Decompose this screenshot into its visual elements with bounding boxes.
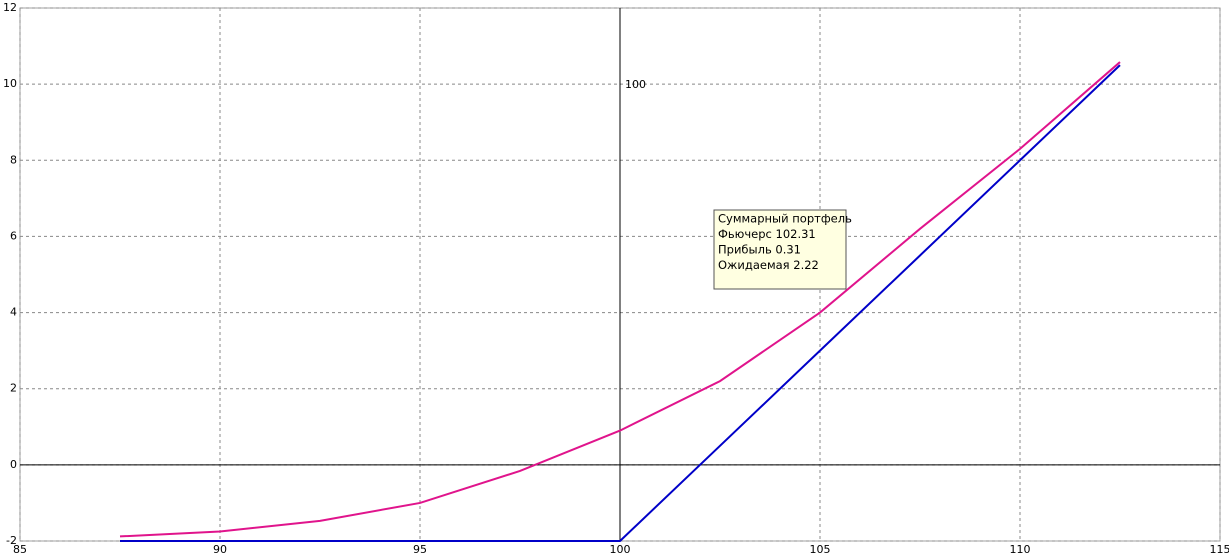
x-tick-label: 105	[810, 543, 831, 556]
tooltip-line: Фьючерс 102.31	[718, 227, 816, 241]
y-tick-label: 10	[3, 77, 17, 90]
series-line	[120, 64, 1121, 542]
series-line	[119, 61, 1121, 538]
marker-label: 100	[625, 78, 646, 91]
y-tick-label: 12	[3, 1, 17, 14]
y-tick-label: 4	[10, 306, 17, 319]
y-tick-label: -2	[6, 534, 17, 547]
x-tick-label: 100	[610, 543, 631, 556]
tooltip-box	[713, 209, 847, 290]
x-tick-label: 95	[413, 543, 427, 556]
y-tick-label: 8	[10, 153, 17, 166]
x-tick-label: 85	[13, 543, 27, 556]
y-tick-label: 2	[10, 382, 17, 395]
tooltip-line: Прибыль 0.31	[718, 243, 801, 257]
tooltip-line: Ожидаемая 2.22	[718, 258, 819, 272]
y-tick-label: 0	[10, 458, 17, 471]
y-tick-label: 6	[10, 229, 17, 242]
x-tick-label: 110	[1010, 543, 1031, 556]
x-tick-label: 115	[1210, 543, 1229, 556]
tooltip-line: Суммарный портфель	[718, 212, 852, 226]
x-tick-label: 90	[213, 543, 227, 556]
